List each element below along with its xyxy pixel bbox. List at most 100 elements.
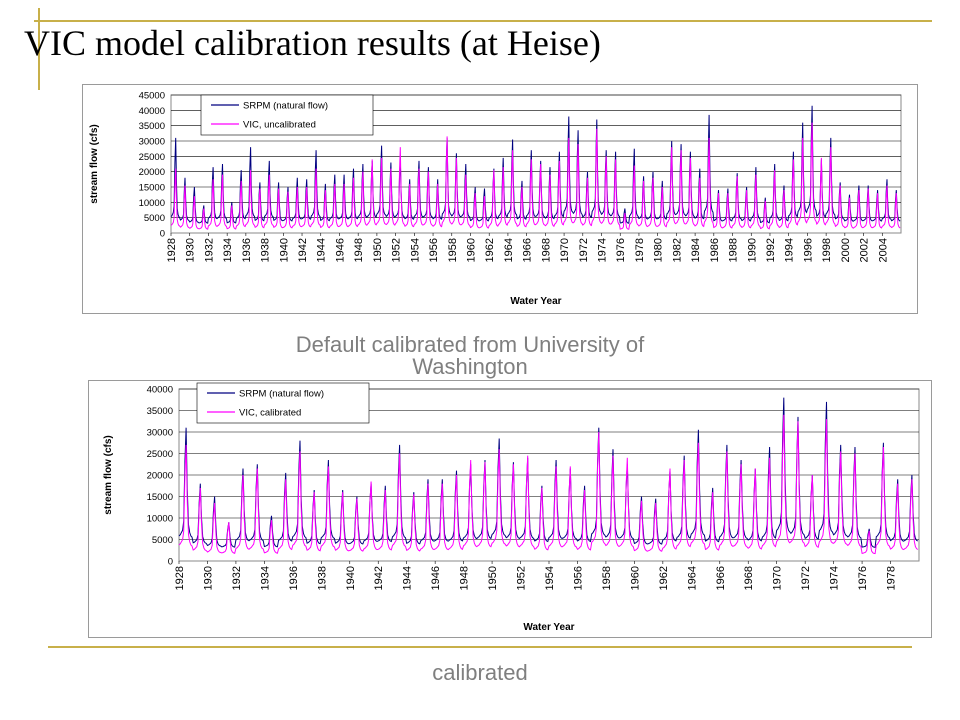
x-tick-label: 1932 [203, 238, 215, 262]
y-tick-label: 40000 [147, 385, 173, 396]
x-tick-label: 1946 [334, 238, 346, 262]
x-axis-title: Water Year [510, 296, 561, 307]
x-tick-label: 1938 [260, 238, 272, 262]
x-tick-label: 2002 [859, 238, 871, 262]
x-tick-label: 1956 [428, 238, 440, 262]
x-tick-label: 1978 [886, 566, 898, 590]
x-tick-label: 1942 [297, 238, 309, 262]
y-tick-label: 15000 [147, 492, 173, 503]
x-tick-label: 1940 [278, 238, 290, 262]
x-tick-label: 1974 [597, 238, 609, 262]
x-tick-label: 1936 [241, 238, 253, 262]
x-tick-label: 1934 [259, 566, 271, 590]
x-tick-label: 2004 [877, 238, 889, 262]
x-tick-label: 1972 [578, 238, 590, 262]
y-tick-label: 45000 [139, 91, 165, 102]
x-tick-label: 1952 [391, 238, 403, 262]
x-tick-label: 1942 [373, 566, 385, 590]
y-tick-label: 30000 [147, 428, 173, 439]
x-tick-label: 1970 [559, 238, 571, 262]
legend-label: SRPM (natural flow) [239, 389, 324, 400]
x-tick-label: 1964 [686, 566, 698, 590]
caption-bottom: calibrated [432, 660, 528, 685]
x-tick-label: 2000 [840, 238, 852, 262]
x-tick-label: 1944 [402, 566, 414, 590]
y-tick-label: 10000 [147, 514, 173, 525]
chart-uncalibrated-plot: 0 5000 10000 15000 20000 25000 30000 35000 40000… [89, 91, 902, 307]
chart-calibrated-plot: 0 5000 10000 15000 20000 25000 30000 35000 40000… [103, 382, 920, 633]
y-tick-label: 25000 [139, 152, 165, 163]
y-tick-label: 20000 [139, 167, 165, 178]
x-tick-label: 1978 [634, 238, 646, 262]
x-axis-title: Water Year [523, 622, 574, 633]
y-tick-label: 25000 [147, 449, 173, 460]
y-tick-label: 5000 [152, 535, 173, 546]
x-tick-label: 1958 [447, 238, 459, 262]
legend-label: VIC, uncalibrated [243, 120, 316, 131]
x-tick-label: 1954 [544, 566, 556, 590]
x-tick-label: 1962 [658, 566, 670, 590]
y-tick-label: 35000 [139, 121, 165, 132]
legend-box [200, 94, 374, 136]
y-tick-label: 5000 [144, 213, 165, 224]
accent-line-bottom [48, 646, 912, 648]
x-tick-label: 1928 [166, 238, 178, 262]
x-tick-label: 1994 [784, 238, 796, 262]
y-tick-label: 40000 [139, 106, 165, 117]
x-tick-label: 1936 [288, 566, 300, 590]
legend-label: SRPM (natural flow) [243, 101, 328, 112]
x-tick-label: 1962 [484, 238, 496, 262]
y-axis-title: stream flow (cfs) [103, 435, 114, 514]
x-tick-label: 1986 [709, 238, 721, 262]
slide-title: VIC model calibration results (at Heise) [24, 23, 601, 63]
x-tick-label: 1972 [800, 566, 812, 590]
x-tick-label: 1970 [772, 566, 784, 590]
y-axis-title: stream flow (cfs) [89, 124, 100, 203]
chart-calibrated: 0 5000 10000 15000 20000 25000 30000 35000 40000… [88, 380, 932, 638]
x-tick-label: 1992 [765, 238, 777, 262]
x-tick-label: 1968 [540, 238, 552, 262]
caption-top: Default calibrated from University of Wa… [295, 332, 645, 379]
series-line-srpm [170, 105, 901, 224]
x-tick-label: 1966 [522, 238, 534, 262]
y-tick-label: 35000 [147, 406, 173, 417]
x-tick-label: 1998 [821, 238, 833, 262]
x-tick-label: 1990 [746, 238, 758, 262]
x-tick-label: 1954 [409, 238, 421, 262]
x-tick-label: 1982 [671, 238, 683, 262]
x-tick-label: 1940 [345, 566, 357, 590]
x-tick-label: 1948 [459, 566, 471, 590]
x-tick-label: 1932 [231, 566, 243, 590]
x-tick-label: 1966 [715, 566, 727, 590]
x-tick-label: 1948 [353, 238, 365, 262]
x-tick-label: 1950 [487, 566, 499, 590]
series-line-vic [170, 122, 901, 230]
x-tick-label: 1988 [728, 238, 740, 262]
y-tick-label: 0 [160, 229, 165, 240]
y-tick-label: 10000 [139, 198, 165, 209]
accent-line-left [38, 8, 40, 90]
x-tick-label: 1960 [629, 566, 641, 590]
y-tick-label: 15000 [139, 183, 165, 194]
x-tick-label: 1974 [829, 566, 841, 590]
x-tick-label: 1950 [372, 238, 384, 262]
series-line-vic [178, 414, 919, 555]
accent-line-top [34, 20, 932, 22]
y-tick-label: 0 [168, 557, 173, 568]
x-tick-label: 1934 [222, 238, 234, 262]
x-tick-label: 1996 [802, 238, 814, 262]
chart-uncalibrated: 0 5000 10000 15000 20000 25000 30000 35000 40000… [82, 84, 918, 314]
y-tick-label: 30000 [139, 137, 165, 148]
x-tick-label: 1930 [202, 566, 214, 590]
legend-box [196, 382, 370, 424]
x-tick-label: 1960 [465, 238, 477, 262]
x-tick-label: 1964 [503, 238, 515, 262]
x-tick-label: 1946 [430, 566, 442, 590]
legend-label: VIC, calibrated [239, 408, 301, 419]
x-tick-label: 1968 [743, 566, 755, 590]
x-tick-label: 1938 [316, 566, 328, 590]
x-tick-label: 1930 [185, 238, 197, 262]
x-tick-label: 1958 [601, 566, 613, 590]
y-tick-label: 20000 [147, 471, 173, 482]
x-tick-label: 1952 [516, 566, 528, 590]
